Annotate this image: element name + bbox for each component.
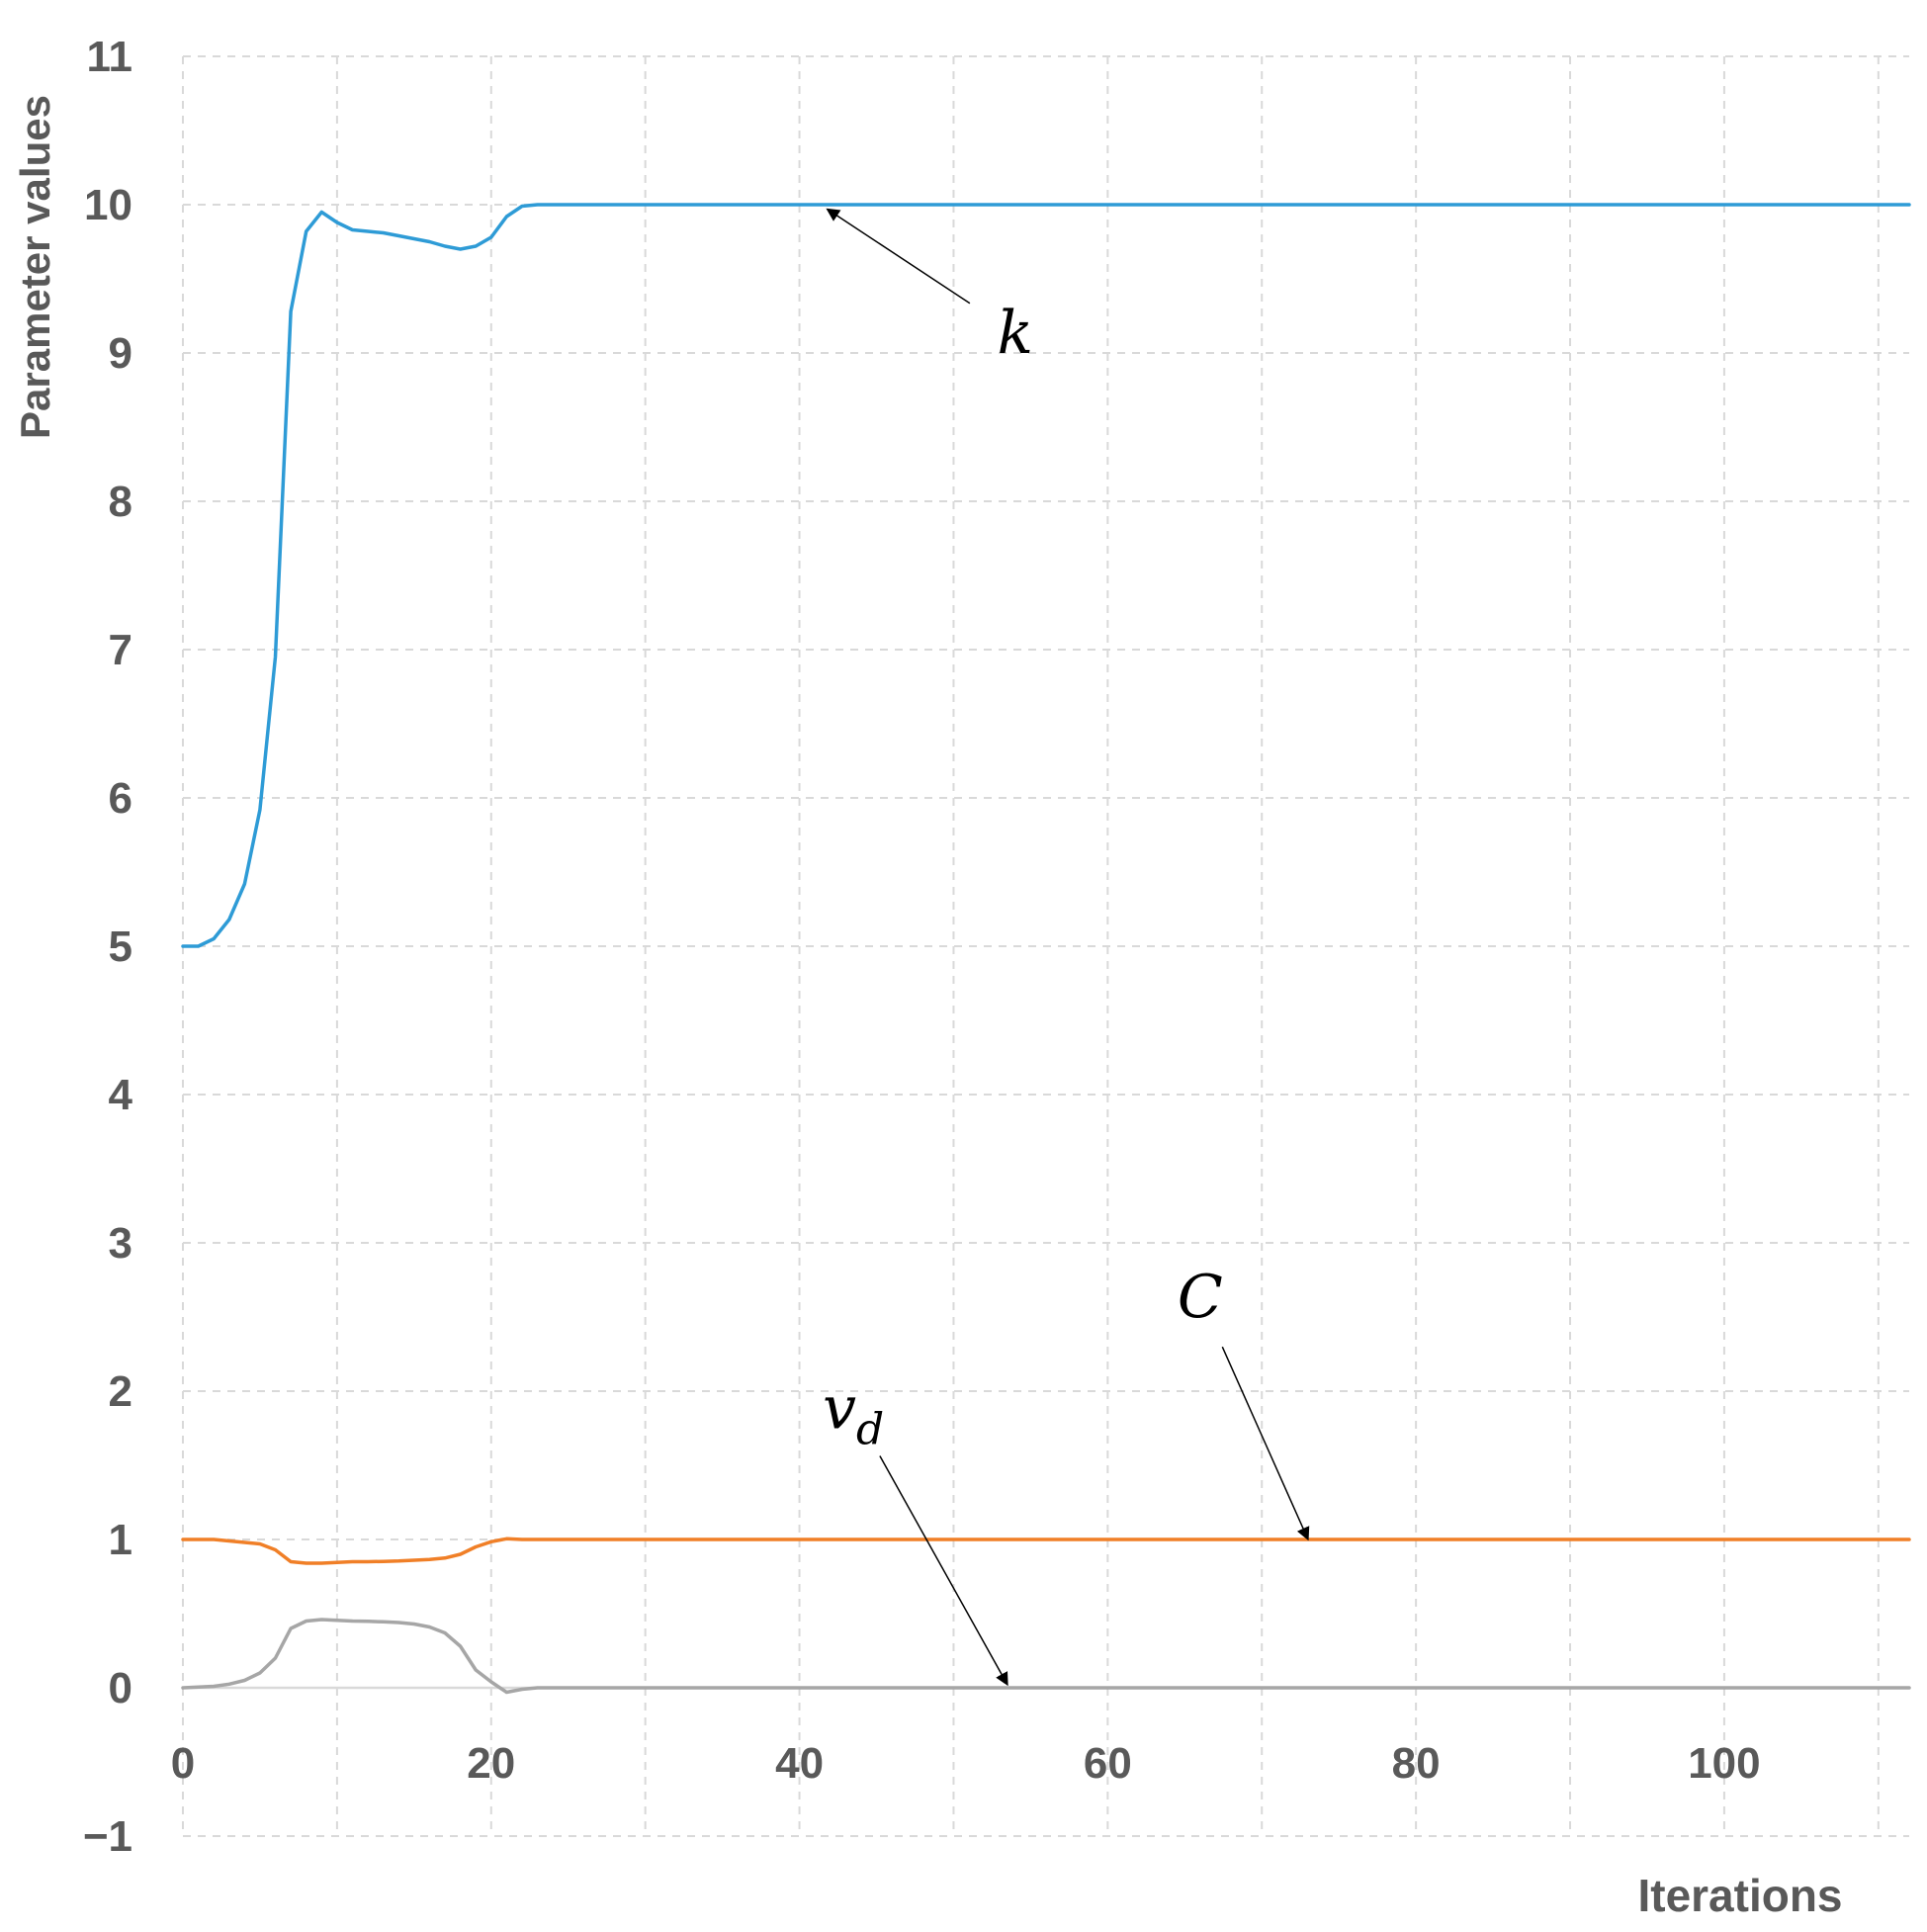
y-tick-label: 8 [109,478,132,526]
y-tick-label: 2 [109,1367,132,1416]
annotation-arrow [879,1455,1008,1687]
y-axis-ticks: −1 0 1 2 3 4 5 6 7 8 9 10 11 [83,33,133,1861]
x-axis-label: Iterations [1637,1870,1842,1921]
y-tick-label: 5 [109,922,132,971]
y-tick-label: 9 [109,329,132,378]
y-tick-label: 0 [109,1664,132,1712]
series-group [181,203,1911,1695]
y-tick-label: 4 [109,1071,133,1119]
annotation-label: k [998,299,1033,368]
x-tick-label: 20 [467,1739,515,1788]
annotations: k Cvd [823,208,1310,1687]
x-axis-ticks: 0 20 40 60 80 100 [171,1739,1761,1788]
annotation-label: vd [823,1374,884,1455]
annotation-arrow [1221,1346,1310,1541]
series-line-1 [181,203,1911,948]
annotation-label: C [1178,1263,1223,1332]
y-axis-label: Parameter values [12,95,58,439]
x-tick-label: 40 [775,1739,824,1788]
series-line-2 [181,1537,1911,1565]
grid [182,55,1909,1837]
y-tick-label: 10 [84,181,132,229]
x-tick-label: 60 [1084,1739,1132,1788]
y-tick-label: −1 [83,1812,132,1861]
y-tick-label: 11 [86,33,132,81]
y-tick-label: 3 [109,1219,132,1268]
y-tick-label: 7 [109,626,132,674]
y-tick-label: 6 [109,774,132,823]
x-tick-label: 100 [1688,1739,1760,1788]
annotation-arrow [826,208,971,305]
y-tick-label: 1 [109,1516,132,1564]
x-tick-label: 80 [1392,1739,1441,1788]
series-line-3 [181,1618,1911,1695]
x-tick-label: 0 [171,1739,195,1788]
